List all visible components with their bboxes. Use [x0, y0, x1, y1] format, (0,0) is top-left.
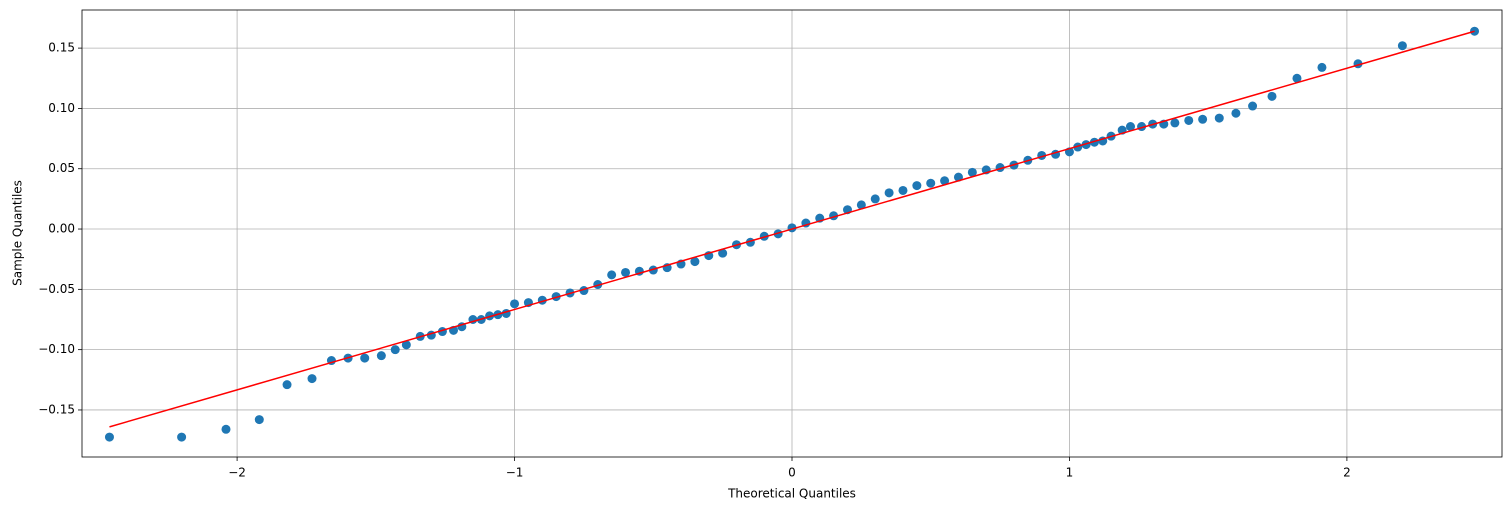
data-point: [926, 178, 936, 188]
data-point: [967, 167, 977, 177]
data-point: [307, 374, 317, 384]
data-point: [360, 353, 370, 363]
data-point: [898, 185, 908, 195]
data-point: [1248, 101, 1258, 111]
y-tick-label: −0.15: [38, 402, 75, 416]
data-point: [104, 432, 114, 442]
data-point: [1317, 62, 1327, 72]
data-point: [376, 351, 386, 361]
data-point: [254, 415, 264, 425]
data-point: [607, 270, 617, 280]
fit-line: [109, 30, 1475, 428]
y-tick-label: 0.10: [48, 101, 75, 115]
data-point: [221, 424, 231, 434]
data-point: [1184, 115, 1194, 125]
x-axis-label: Theoretical Quantiles: [727, 487, 856, 501]
data-point: [551, 292, 561, 302]
y-tick-label: 0.15: [48, 41, 75, 55]
data-point: [912, 181, 922, 191]
y-tick-label: −0.05: [38, 282, 75, 296]
y-tick-label: 0.00: [48, 222, 75, 236]
data-point: [870, 194, 880, 204]
data-point: [282, 380, 292, 390]
x-tick-label: −1: [506, 466, 524, 480]
data-point: [1073, 142, 1083, 152]
x-tick-label: 2: [1343, 466, 1351, 480]
data-point: [690, 257, 700, 267]
data-point: [718, 248, 728, 258]
y-tick-label: 0.05: [48, 161, 75, 175]
plot-frame: [81, 9, 1503, 458]
data-point: [1198, 114, 1208, 124]
data-point: [1292, 73, 1302, 83]
data-point: [177, 432, 187, 442]
x-tick-label: 0: [788, 466, 796, 480]
data-point: [1089, 137, 1099, 147]
y-axis-label: Sample Quantiles: [11, 180, 25, 286]
data-point: [401, 340, 411, 350]
data-point: [1081, 140, 1091, 150]
y-tick-label: −0.10: [38, 342, 75, 356]
data-point: [1214, 113, 1224, 123]
data-point: [510, 299, 520, 309]
x-tick-label: −2: [228, 466, 246, 480]
data-point: [390, 345, 400, 355]
data-point: [593, 280, 603, 290]
data-point: [621, 267, 631, 277]
data-point: [773, 229, 783, 239]
x-tick-label: 1: [1066, 466, 1074, 480]
data-point: [856, 200, 866, 210]
data-point: [1267, 91, 1277, 101]
data-point: [884, 188, 894, 198]
data-point: [1170, 118, 1180, 128]
data-point: [485, 311, 495, 321]
data-point: [759, 231, 769, 241]
data-point: [1397, 41, 1407, 51]
data-point: [648, 265, 658, 275]
data-point: [1125, 122, 1135, 132]
data-point: [1231, 108, 1241, 118]
data-point: [940, 176, 950, 186]
